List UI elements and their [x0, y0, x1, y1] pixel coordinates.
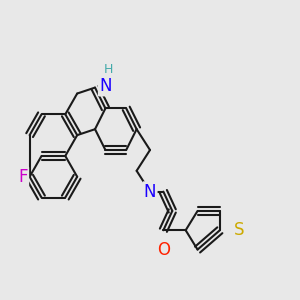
Text: N: N — [99, 77, 112, 95]
Text: F: F — [18, 168, 28, 186]
Text: H: H — [104, 63, 113, 76]
Text: N: N — [144, 183, 156, 201]
Text: S: S — [234, 221, 244, 239]
Text: O: O — [157, 241, 170, 259]
